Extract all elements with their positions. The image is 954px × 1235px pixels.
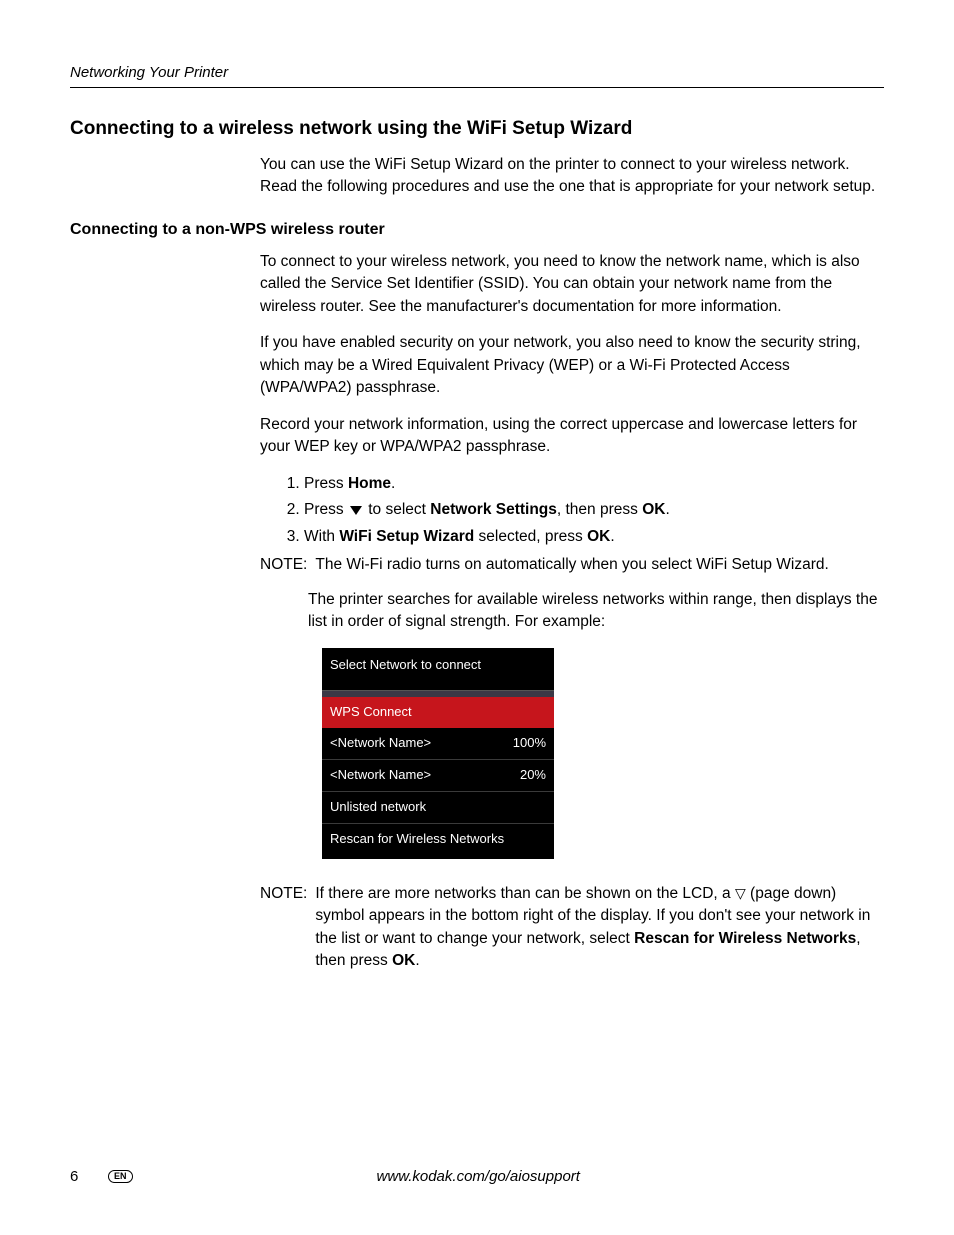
steps-list: Press Home. Press to select Network Sett… [304,473,884,548]
step-text: , then press [557,501,642,518]
step-3: With WiFi Setup Wizard selected, press O… [304,526,884,548]
lcd-row-label: WPS Connect [330,703,412,722]
paragraph-2: If you have enabled security on your net… [260,332,884,399]
step-bold: Home [348,475,391,492]
note-text: . [415,952,419,969]
paragraph-3: Record your network information, using t… [260,414,884,459]
note-label: NOTE: [260,554,307,576]
page-footer: 6 EN www.kodak.com/go/aiosupport [70,1168,884,1185]
note-bold: Rescan for Wireless Networks [634,930,856,947]
lcd-row-label: Unlisted network [330,798,426,817]
step-2: Press to select Network Settings, then p… [304,499,884,521]
page-number: 6 [70,1168,108,1185]
lcd-row: Rescan for Wireless Networks [322,824,554,859]
intro-text: You can use the WiFi Setup Wizard on the… [260,154,884,199]
lcd-row-label: <Network Name> [330,734,431,753]
step-text: Press [304,501,348,518]
note-bold: OK [392,952,415,969]
step-text: With [304,528,339,545]
page-down-icon: ▽ [735,883,746,903]
lcd-row-label: Rescan for Wireless Networks [330,830,504,849]
note-body: The Wi-Fi radio turns on automatically w… [315,554,884,576]
lcd-row-value: 20% [520,766,546,785]
note-text: If there are more networks than can be s… [315,885,735,902]
lcd-header: Select Network to connect [322,648,554,692]
search-paragraph: The printer searches for available wirel… [308,589,884,634]
language-badge: EN [108,1170,133,1184]
subsection-heading: Connecting to a non-WPS wireless router [70,221,884,239]
step-bold: WiFi Setup Wizard [339,528,474,545]
lcd-screenshot: Select Network to connect WPS Connect <N… [322,648,554,859]
step-text: to select [364,501,430,518]
step-text: Press [304,475,348,492]
step-bold: Network Settings [430,501,557,518]
step-bold: OK [642,501,665,518]
lcd-row: Unlisted network [322,792,554,824]
lcd-row: <Network Name> 100% [322,728,554,760]
body-content: To connect to your wireless network, you… [260,251,884,973]
footer-url: www.kodak.com/go/aiosupport [133,1168,824,1185]
note-1: NOTE: The Wi-Fi radio turns on automatic… [260,554,884,576]
note-2: NOTE: If there are more networks than ca… [260,883,884,973]
lcd-row-value: 100% [513,734,546,753]
intro-paragraph: You can use the WiFi Setup Wizard on the… [260,154,884,199]
lcd-row-selected: WPS Connect [322,697,554,728]
down-arrow-icon [350,506,362,515]
note-label: NOTE: [260,883,307,973]
step-text: selected, press [474,528,587,545]
step-text: . [391,475,395,492]
step-1: Press Home. [304,473,884,495]
step-text: . [610,528,614,545]
note-body: If there are more networks than can be s… [315,883,884,973]
lcd-row-label: <Network Name> [330,766,431,785]
lcd-row: <Network Name> 20% [322,760,554,792]
paragraph-1: To connect to your wireless network, you… [260,251,884,318]
step-text: . [665,501,669,518]
running-head: Networking Your Printer [70,64,884,88]
step-bold: OK [587,528,610,545]
section-heading: Connecting to a wireless network using t… [70,118,884,140]
